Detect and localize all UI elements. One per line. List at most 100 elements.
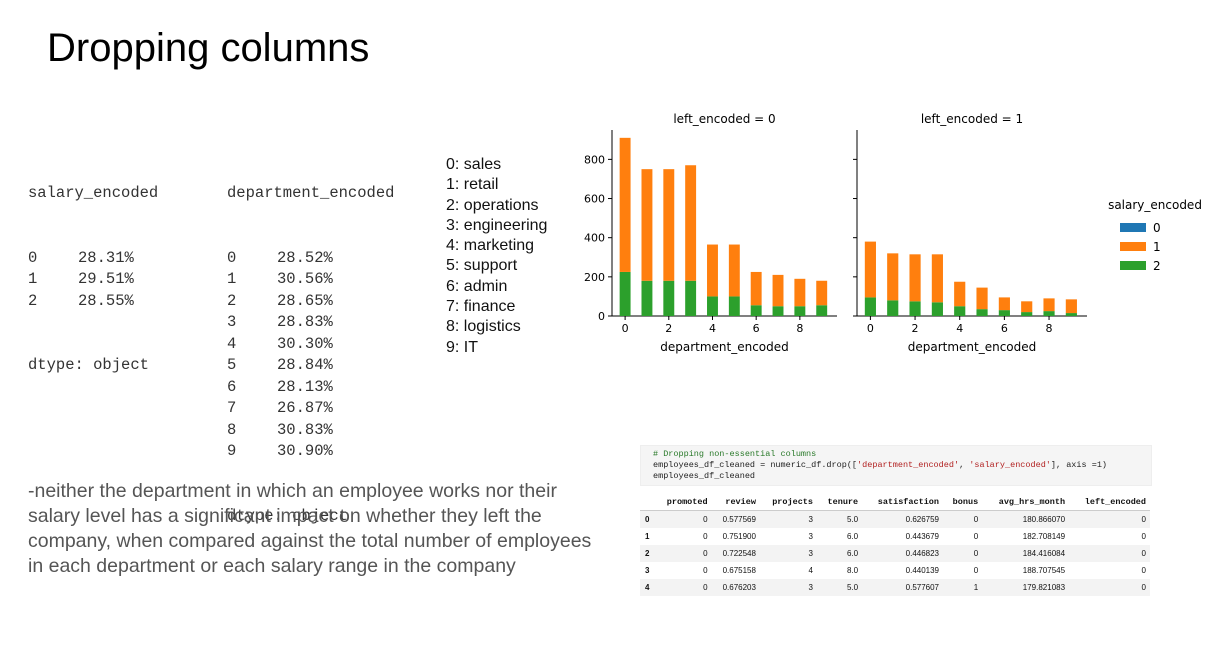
chart-x-label: department_encoded <box>660 340 789 354</box>
chart-bar-segment <box>619 271 631 316</box>
table-cell: 0 <box>1141 532 1146 541</box>
chart-x-tick-label: 0 <box>622 322 629 335</box>
chart-bar-segment <box>1043 311 1055 316</box>
table-row: 1 0 0.751900 3 6.0 0.443679 0 182.708149 0 <box>640 528 1150 545</box>
chart-bar-segment <box>1065 299 1077 314</box>
department-row-index: 1 <box>227 270 237 288</box>
chart-bar-segment <box>864 297 876 316</box>
department-row-index: 7 <box>227 399 237 417</box>
column-header: left_encoded <box>1069 494 1150 511</box>
table-cell: 4 <box>808 566 813 575</box>
table-cell: 8.0 <box>847 566 859 575</box>
table-cell: 0 <box>1141 566 1146 575</box>
table-cell: 0 <box>654 545 712 562</box>
chart-bar-segment <box>931 254 943 303</box>
chart-bar-segment <box>998 310 1010 316</box>
column-header: review <box>711 494 760 511</box>
chart-y-tick-label: 800 <box>584 153 605 166</box>
table-cell: 0 <box>703 532 708 541</box>
table-cell: 3 <box>808 532 813 541</box>
chart-bar-segment <box>663 169 675 281</box>
chart-bar-segment <box>1043 298 1055 312</box>
salary-row-index: 0 <box>28 248 38 267</box>
department-legend-item: 5: support <box>446 257 518 275</box>
department-legend-item: 8: logistics <box>446 318 521 336</box>
chart-bar-segment <box>750 271 762 306</box>
table-cell: 5.0 <box>817 510 863 528</box>
index-header <box>640 494 655 511</box>
department-row: 5 28.84% <box>227 355 394 377</box>
table-cell: 0 <box>1069 510 1150 528</box>
chart-x-label: department_encoded <box>908 340 1037 354</box>
department-row: 4 30.30% <box>227 334 394 356</box>
department-header: department_encoded <box>227 184 395 202</box>
department-legend-list: 0: sales 1: retail 2: operations 3: enginee… <box>446 155 547 358</box>
salary-row-index: 2 <box>28 291 38 310</box>
chart-bar-segment <box>794 278 806 307</box>
table-cell: 0 <box>973 566 979 575</box>
chart-x-tick-label: 2 <box>665 322 672 335</box>
department-row-value: 28.52% <box>277 248 333 267</box>
salary-row: 1 29.51% <box>28 269 158 291</box>
department-row-index: 0 <box>227 248 237 267</box>
code-str1: 'department_encoded' <box>857 460 960 470</box>
code-line2-pre: employees_df_cleaned = numeric_df.drop([ <box>653 460 858 470</box>
row-index: 2 <box>640 545 655 562</box>
department-row: 1 30.56% <box>227 269 394 291</box>
table-cell: 0 <box>1069 545 1150 562</box>
table-cell: 0 <box>973 532 979 541</box>
table-cell: 0.577607 <box>862 579 944 596</box>
table-cell: 0 <box>943 545 983 562</box>
chart-bar-segment <box>663 280 675 316</box>
department-legend-item: 0: sales <box>446 156 502 173</box>
chart-bar-segment <box>887 253 899 301</box>
column-header: bonus <box>943 494 983 511</box>
salary-row: 2 28.55% <box>28 291 158 313</box>
table-cell: 180.866070 <box>982 510 1070 528</box>
chart-bar-segment <box>772 306 784 316</box>
table-cell: 0.675158 <box>722 566 756 575</box>
chart-bar-segment <box>816 280 828 306</box>
department-legend-item: 6: admin <box>446 277 508 295</box>
table-cell: 0 <box>654 510 712 528</box>
department-row-index: 3 <box>227 313 237 331</box>
department-output: department_encoded 0 28.52% 1 30.56% 2 28.65%… <box>227 140 394 549</box>
department-legend-item: 7: finance <box>446 298 516 316</box>
chart-legend-title: salary_encoded <box>1108 198 1202 212</box>
department-row-value: 30.30% <box>277 334 333 353</box>
salary-row-value: 29.51% <box>78 270 134 288</box>
department-row-index: 2 <box>227 291 237 310</box>
code-line2-post: ], axis =1) <box>1050 460 1108 470</box>
charts-area: left_encoded = 0 department_encoded 0 200 40… <box>560 105 1210 370</box>
table-cell: 3 <box>759 545 817 562</box>
chart-bar-segment <box>794 306 806 316</box>
table-cell: 0.446823 <box>862 545 944 562</box>
department-row-value: 28.83% <box>277 313 333 331</box>
chart-legend-swatch <box>1120 242 1146 251</box>
table-row: 3 0 0.675158 4 8.0 0.440139 0 188.707545 0 <box>640 562 1150 579</box>
department-row-value: 26.87% <box>277 399 333 417</box>
chart-bar-segment <box>909 301 921 316</box>
chart-y-tick-label: 600 <box>584 193 605 206</box>
department-legend-item: 9: IT <box>446 338 479 356</box>
department-rows: 0 28.52% 1 30.56% 2 28.65% 3 28.83% 4 30.30% 5 28.8… <box>227 248 394 463</box>
chart-bar-segment <box>976 309 988 316</box>
department-legend-item: 1: retail <box>446 176 499 194</box>
table-cell: 0 <box>943 510 983 528</box>
department-dtype: dtype: object <box>227 506 348 525</box>
conclusion-paragraph: -neither the department in which an empl… <box>28 480 592 577</box>
chart-bar-segment <box>750 305 762 316</box>
salary-output: salary_encoded 0 28.31% 1 29.51% 2 28.55% dty… <box>28 140 158 398</box>
code-str2: 'salary_encoded' <box>969 460 1051 470</box>
chart-legend-swatch <box>1120 261 1146 270</box>
department-row-value: 30.56% <box>277 270 333 288</box>
salary-row-index: 1 <box>28 270 38 288</box>
chart-y-tick-label: 0 <box>598 310 605 323</box>
table-cell: 0 <box>654 579 712 596</box>
notebook-cell: # Dropping non-essential columns employee… <box>640 445 1152 605</box>
table-cell: 0.626759 <box>862 510 944 528</box>
table-cell: 6.0 <box>817 545 863 562</box>
chart-bar-segment <box>816 305 828 316</box>
chart-bar-segment <box>707 296 718 316</box>
salary-row-value: 28.31% <box>78 248 134 267</box>
